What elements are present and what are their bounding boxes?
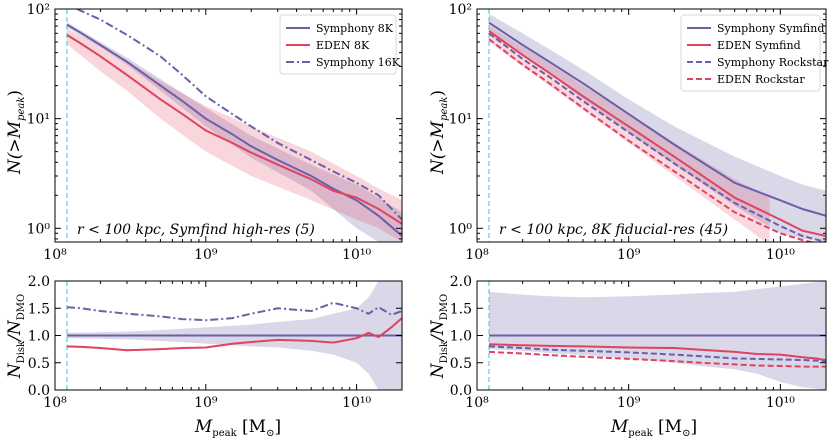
axes-frame [54,8,403,243]
annotation-text: r < 100 kpc, Symfind high-res (5) [77,222,315,238]
panel-top-right-cumulative: 10⁸ 10⁹ 10¹⁰ 10⁰ 10¹ 10² r < 100 kpc, 8K fiduc… [449,2,830,263]
plot-area [66,9,402,242]
series-line-2 [76,9,402,221]
x-axis-label-right: Mpeak [M⊙] [610,417,697,439]
x-tick-label: 10⁸ [465,395,489,411]
series-line-3 [488,350,826,368]
plot-area [488,281,826,390]
y-tick-label: 10¹ [27,112,50,128]
panel-bottom-left-ratio: 10⁸ 10⁹ 10¹⁰ 0.0 0.5 1.0 1.5 2.0 [28,274,403,411]
x-axis-label-left: Mpeak [M⊙] [194,417,281,439]
y-axis-label-top-right: N(>Mpeak) [428,90,450,175]
y-tick-label: 10⁰ [449,221,473,237]
x-tick-label: 10⁹ [617,395,641,411]
y-tick-label: 0.5 [28,356,50,372]
x-tick-label: 10¹⁰ [342,247,371,263]
y-axis-label-bottom-left: NDisk/NDMO [5,294,27,379]
legend-box [279,14,397,75]
series-line-0 [488,21,826,217]
y-tick-label: 10¹ [449,112,472,128]
y-tick-label: 0.0 [28,383,50,399]
legend-label-0: Symphony Symfind [717,22,824,35]
y-axis-label-top-left: N(>Mpeak) [5,90,27,175]
plot-area [66,281,402,390]
x-tick-label: 10¹⁰ [766,395,795,411]
x-tick-label: 10⁹ [617,247,641,263]
legend-label-1: EDEN Symfind [717,39,801,52]
y-tick-label: 1.5 [450,301,472,317]
series-line-3 [488,38,816,242]
series-line-1 [66,34,402,225]
series-line-1 [488,30,826,237]
legend-label-1: EDEN 8K [316,39,370,52]
legend-label-2: Symphony 16K [316,56,401,69]
y-tick-label: 2.0 [28,274,50,290]
y-tick-label: 10⁰ [27,221,51,237]
series-line-2 [488,32,826,242]
panel-top-left-cumulative: 10⁸ 10⁹ 10¹⁰ 10⁰ 10¹ 10² r < 100 kpc, Symfind … [27,2,403,263]
y-tick-label: 1.0 [28,329,50,345]
legend-label-2: Symphony Rockstar [717,56,829,69]
legend-box [680,14,821,92]
annotation-text: r < 100 kpc, 8K fiducial-res (45) [499,222,728,238]
axes-frame [476,8,827,243]
x-tick-label: 10⁸ [465,247,489,263]
x-tick-label: 10⁹ [194,247,218,263]
legend-label-3: EDEN Rockstar [717,73,805,86]
y-axis-label-bottom-right: NDisk/NDMO [428,294,450,379]
y-tick-label: 10² [27,2,50,18]
x-tick-label: 10⁸ [43,247,67,263]
x-tick-label: 10¹⁰ [342,395,371,411]
series-line-1 [488,343,826,361]
y-tick-label: 1.0 [450,329,472,345]
y-tick-label: 10² [449,2,472,18]
y-tick-label: 1.5 [28,301,50,317]
series-line-2 [66,301,402,322]
panel-bottom-right-ratio: 10⁸ 10⁹ 10¹⁰ 0.0 0.5 1.0 1.5 2.0 [450,274,827,411]
legend-label-0: Symphony 8K [316,22,394,35]
series-line-1 [66,317,402,352]
y-tick-label: 2.0 [450,274,472,290]
plot-area [488,9,826,242]
x-tick-label: 10⁸ [43,395,67,411]
y-tick-label: 0.5 [450,356,472,372]
band-0 [66,22,402,242]
x-tick-label: 10⁹ [194,395,218,411]
x-tick-label: 10¹⁰ [766,247,795,263]
series-line-2 [488,345,826,363]
y-tick-label: 0.0 [450,383,472,399]
